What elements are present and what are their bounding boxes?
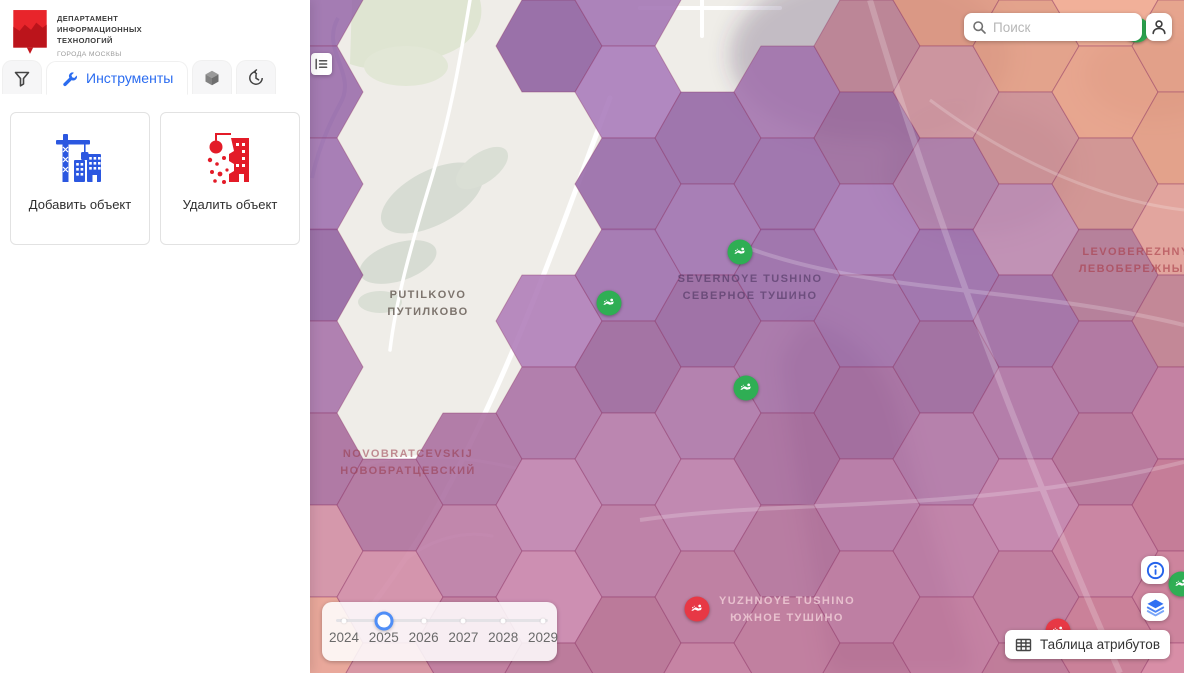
table-grid-icon xyxy=(1015,638,1032,651)
hex-cell xyxy=(822,642,912,673)
timeline-slider-handle[interactable] xyxy=(374,611,394,630)
collapse-panel-button[interactable] xyxy=(311,53,332,75)
remove-object-label: Удалить объект xyxy=(182,197,278,212)
wrench-icon xyxy=(63,71,77,86)
hex-cell xyxy=(310,228,364,322)
timeline-tick xyxy=(460,618,466,623)
dit-logo-block: ДЕПАРТАМЕНТ ИНФОРМАЦИОННЫХ ТЕХНОЛОГИЙ ГО… xyxy=(0,0,310,58)
hex-cell xyxy=(310,320,364,414)
swimmer-icon xyxy=(734,247,745,254)
panel-tabs: Инструменты xyxy=(0,58,310,95)
search-input[interactable] xyxy=(991,18,1134,36)
add-object-label: Добавить объект xyxy=(28,197,132,212)
timeline-year-label[interactable]: 2029 xyxy=(527,630,559,645)
tools-panel: Добавить объект xyxy=(0,94,310,673)
swimmer-icon xyxy=(1175,579,1184,586)
year-timeline: 2024 2025 2026 2027 2028 2029 xyxy=(322,602,558,661)
timeline-year-label[interactable]: 2027 xyxy=(448,630,479,645)
timeline-year-label[interactable]: 2026 xyxy=(408,630,439,645)
pool-marker-good[interactable] xyxy=(1168,571,1184,597)
pool-marker-good[interactable] xyxy=(596,290,622,316)
filter-funnel-icon xyxy=(14,71,30,87)
dit-moscow-logo xyxy=(13,10,47,54)
pool-marker-bad[interactable] xyxy=(684,596,710,622)
swimmer-icon xyxy=(740,383,751,390)
map-layers-icon xyxy=(1146,598,1164,616)
user-profile-button[interactable] xyxy=(1146,13,1172,41)
tab-tools[interactable]: Инструменты xyxy=(46,61,189,95)
roads-overlay xyxy=(639,0,1184,673)
timeline-track[interactable] xyxy=(336,611,548,630)
attribute-table-button[interactable]: Таблица атрибутов xyxy=(1004,630,1170,659)
park-areas xyxy=(350,0,509,313)
map-canvas[interactable]: PUTILKOVO ПУТИЛКОВО SEVERNOYE TUSHINO СЕВЕР… xyxy=(310,0,1184,673)
hex-cell xyxy=(663,642,753,673)
search-icon xyxy=(973,21,986,34)
tab-layers[interactable] xyxy=(192,60,233,94)
swimmer-icon xyxy=(691,604,702,611)
timeline-year-label[interactable]: 2024 xyxy=(328,630,360,645)
add-object-card[interactable]: Добавить объект xyxy=(10,112,150,245)
add-object-crane-icon xyxy=(52,127,108,189)
map-info-button[interactable] xyxy=(1141,556,1169,584)
search-bar xyxy=(964,13,1142,41)
pool-marker-good[interactable] xyxy=(733,375,759,401)
hex-cell xyxy=(310,137,364,231)
history-clock-icon xyxy=(249,68,264,85)
map-layers-button[interactable] xyxy=(1141,593,1169,621)
org-name: ДЕПАРТАМЕНТ ИНФОРМАЦИОННЫХ ТЕХНОЛОГИЙ ГО… xyxy=(57,14,143,58)
info-icon xyxy=(1146,561,1164,579)
pool-marker-good[interactable] xyxy=(727,239,753,265)
timeline-tick xyxy=(341,618,347,623)
left-panel: ДЕПАРТАМЕНТ ИНФОРМАЦИОННЫХ ТЕХНОЛОГИЙ ГО… xyxy=(0,0,310,673)
cube-icon xyxy=(205,70,219,85)
remove-object-card[interactable]: Удалить объект xyxy=(160,112,300,245)
timeline-year-label[interactable]: 2028 xyxy=(488,630,519,645)
tab-history[interactable] xyxy=(236,60,277,94)
tab-tools-label: Инструменты xyxy=(86,70,174,86)
timeline-tick xyxy=(500,618,506,623)
org-subtitle: ГОРОДА МОСКВЫ xyxy=(57,50,122,58)
attribute-table-label: Таблица атрибутов xyxy=(1039,637,1160,652)
timeline-year-label[interactable]: 2025 xyxy=(368,630,399,645)
remove-object-demolition-icon xyxy=(202,127,258,189)
hex-cell xyxy=(310,0,364,47)
collapse-panel-icon xyxy=(315,58,328,70)
user-icon xyxy=(1152,20,1166,35)
timeline-tick xyxy=(421,618,427,623)
timeline-tick xyxy=(540,618,546,623)
timeline-labels: 2024 2025 2026 2027 2028 2029 xyxy=(329,630,558,650)
tab-filters[interactable] xyxy=(2,60,42,94)
map-base xyxy=(310,0,1184,673)
swimmer-icon xyxy=(603,298,614,305)
